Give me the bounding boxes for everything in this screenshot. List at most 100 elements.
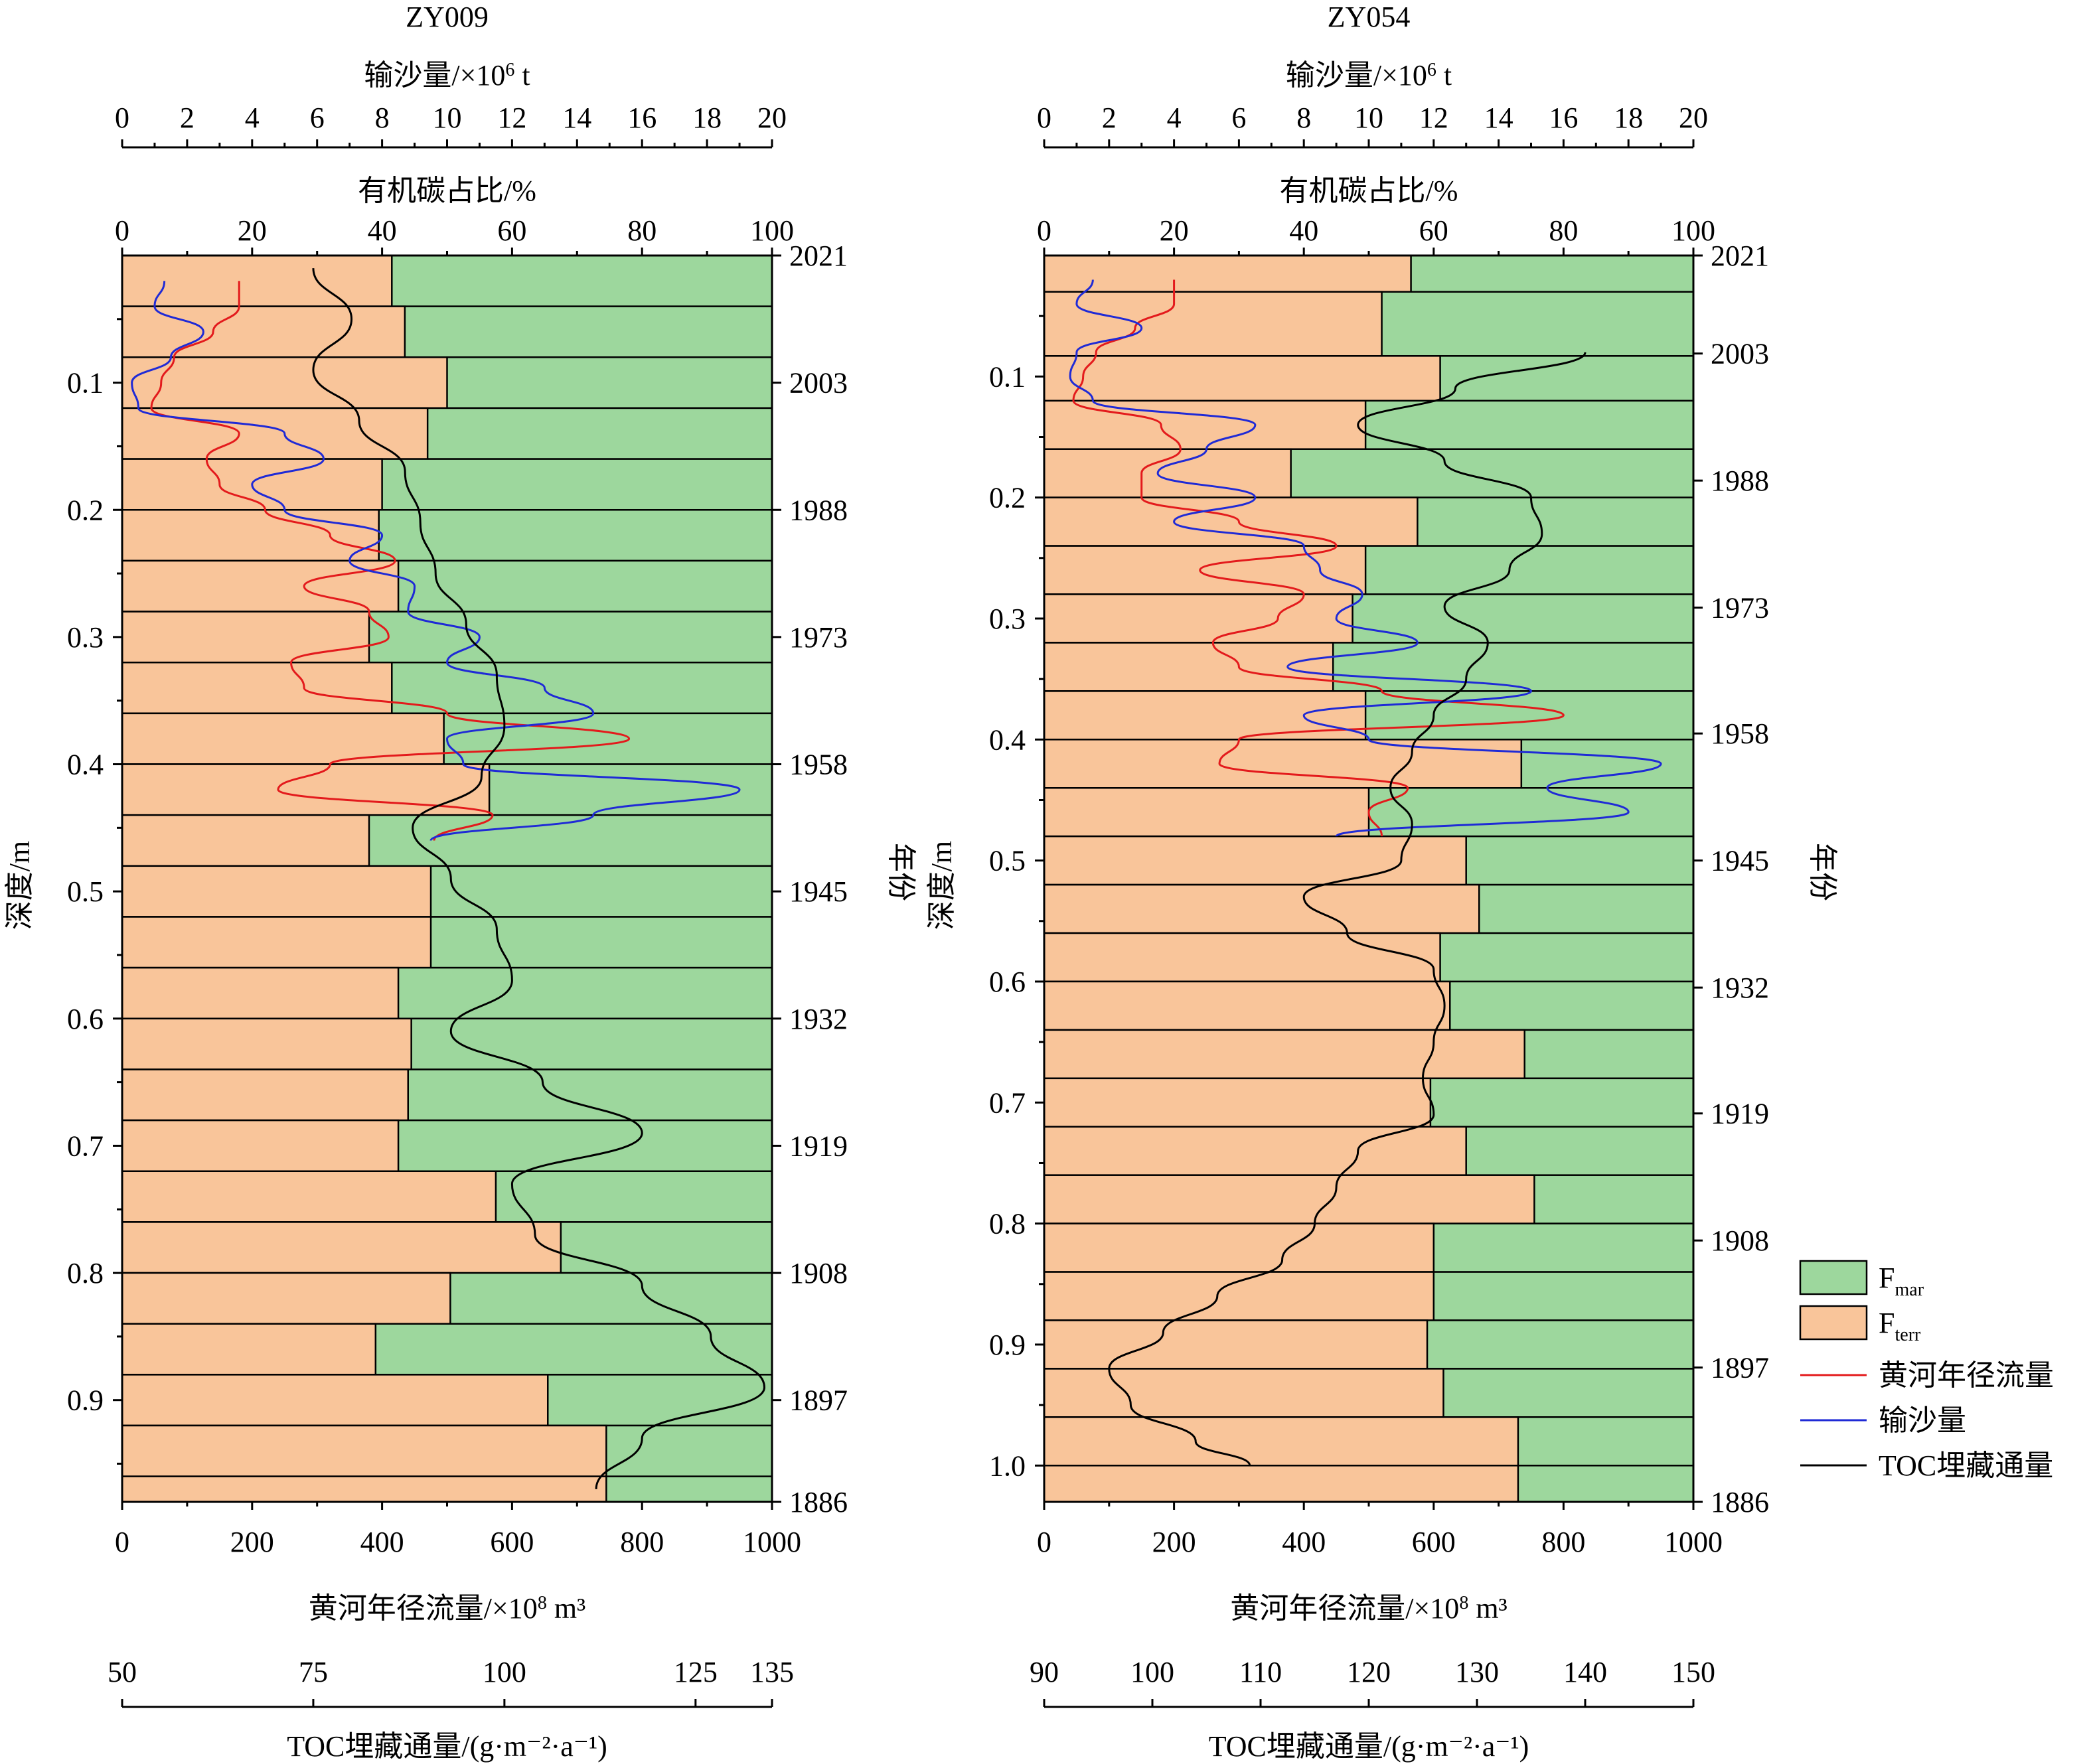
depth-tick-label: 1.0 xyxy=(989,1449,1026,1482)
toc-tick-label: 130 xyxy=(1455,1656,1499,1688)
organic-tick-label: 100 xyxy=(750,214,794,247)
runoff-line xyxy=(1072,279,1565,837)
terrestrial-bar xyxy=(1043,1271,1435,1321)
sediment-tick-label: 14 xyxy=(562,102,591,134)
organic-axis-title: 有机碳占比/% xyxy=(1280,175,1458,207)
toc-tick-label: 100 xyxy=(483,1656,526,1688)
runoff-tick-label: 800 xyxy=(1541,1526,1585,1558)
depth-axis-title: 深度/m xyxy=(3,841,36,930)
terrestrial-bar xyxy=(1043,448,1292,498)
year-tick-label: 1973 xyxy=(1711,592,1769,625)
toc-tick-label: 140 xyxy=(1563,1656,1607,1688)
organic-tick-label: 80 xyxy=(627,214,657,247)
runoff-tick-label: 600 xyxy=(1412,1526,1456,1558)
year-tick-label: 1973 xyxy=(789,621,848,654)
depth-tick-label: 0.8 xyxy=(67,1257,104,1289)
terrestrial-bar xyxy=(1043,1077,1432,1128)
year-axis-title: 年份 xyxy=(1806,843,1839,901)
terrestrial-bar xyxy=(121,712,445,765)
runoff-legend-label: 黄河年径流量 xyxy=(1879,1359,2054,1392)
year-tick-label: 1886 xyxy=(1711,1486,1769,1518)
organic-tick-label: 0 xyxy=(115,214,129,247)
sediment-line xyxy=(131,281,741,842)
sediment-tick-label: 20 xyxy=(1679,102,1708,134)
terrestrial-bar xyxy=(121,1272,451,1325)
toc-tick-label: 90 xyxy=(1030,1656,1059,1688)
sediment-tick-label: 0 xyxy=(1037,102,1051,134)
runoff-axis-title: 黄河年径流量/×108 m³ xyxy=(309,1592,585,1625)
terrestrial-legend-label: Fterr xyxy=(1879,1307,1921,1345)
sediment-legend-label: 输沙量 xyxy=(1879,1404,1966,1437)
terrestrial-bar xyxy=(1043,980,1451,1031)
runoff-axis-title: 黄河年径流量/×108 m³ xyxy=(1230,1592,1507,1625)
year-tick-label: 1897 xyxy=(1711,1352,1769,1384)
depth-tick-label: 0.2 xyxy=(989,482,1026,514)
year-tick-label: 1932 xyxy=(789,1003,848,1035)
terrestrial-bar xyxy=(121,1221,562,1274)
runoff-tick-label: 1000 xyxy=(743,1526,801,1558)
toc-tick-label: 150 xyxy=(1671,1656,1715,1688)
sediment-tick-label: 8 xyxy=(1296,102,1311,134)
terrestrial-bar xyxy=(1043,1222,1435,1273)
toc-line xyxy=(1108,352,1587,1466)
panel-zy054: ZY054 输沙量/×106 t 0 2 4 6 8 10 12 14 16 18 20 有机碳占比/% 0… xyxy=(925,1,1839,1763)
organic-tick-label: 60 xyxy=(1419,214,1448,247)
sediment-tick-label: 10 xyxy=(433,102,462,134)
terrestrial-bar xyxy=(1043,1174,1535,1224)
sediment-tick-label: 12 xyxy=(497,102,526,134)
chart-title: ZY009 xyxy=(406,1,489,33)
terrestrial-bar xyxy=(121,1170,497,1223)
organic-tick-label: 80 xyxy=(1549,214,1578,247)
year-tick-label: 1945 xyxy=(1711,845,1769,877)
sediment-line xyxy=(1069,279,1662,838)
runoff-tick-label: 400 xyxy=(1282,1526,1326,1558)
sediment-tick-label: 12 xyxy=(1419,102,1448,134)
sediment-tick-label: 10 xyxy=(1354,102,1383,134)
panel-zy009: ZY009 输沙量/×106 t 0 2 4 6 8 10 12 14 16 18 20 有机碳占比/% 0… xyxy=(3,1,917,1763)
terrestrial-bar xyxy=(1043,1416,1519,1467)
depth-tick-label: 0.4 xyxy=(67,749,104,781)
terrestrial-bar xyxy=(121,1424,607,1477)
terrestrial-bar xyxy=(121,254,393,307)
organic-tick-label: 20 xyxy=(1160,214,1189,247)
terrestrial-bar xyxy=(121,1374,549,1427)
depth-tick-label: 0.9 xyxy=(67,1384,104,1417)
year-tick-label: 1886 xyxy=(789,1486,848,1518)
terrestrial-bar xyxy=(1043,1368,1444,1418)
toc-axis-title: TOC埋藏通量/(g·m⁻²·a⁻¹) xyxy=(287,1730,607,1763)
depth-tick-label: 0.3 xyxy=(989,603,1026,635)
depth-tick-label: 0.5 xyxy=(989,845,1026,877)
sediment-tick-label: 4 xyxy=(245,102,260,134)
terrestrial-bar xyxy=(121,814,370,867)
toc-tick-label: 100 xyxy=(1130,1656,1174,1688)
organic-tick-label: 40 xyxy=(368,214,397,247)
toc-tick-label: 135 xyxy=(750,1656,794,1688)
year-tick-label: 1932 xyxy=(1711,972,1769,1004)
runoff-tick-label: 600 xyxy=(490,1526,534,1558)
year-tick-label: 2021 xyxy=(789,240,848,272)
terrestrial-bar xyxy=(121,305,406,358)
year-tick-label: 1897 xyxy=(789,1384,848,1417)
year-tick-label: 1958 xyxy=(1711,717,1769,750)
sediment-axis-title: 输沙量/×106 t xyxy=(364,59,530,92)
year-tick-label: 1988 xyxy=(789,494,848,526)
sediment-axis-title: 输沙量/×106 t xyxy=(1286,59,1452,92)
chart-title: ZY054 xyxy=(1328,1,1411,33)
terrestrial-bar xyxy=(1043,787,1370,838)
depth-tick-label: 0.7 xyxy=(67,1130,104,1162)
sediment-tick-label: 18 xyxy=(692,102,722,134)
organic-tick-label: 100 xyxy=(1671,214,1715,247)
organic-tick-label: 20 xyxy=(238,214,267,247)
year-tick-label: 2003 xyxy=(1711,338,1769,370)
terrestrial-bar xyxy=(121,1068,410,1122)
toc-tick-label: 125 xyxy=(674,1656,718,1688)
terrestrial-bar xyxy=(121,509,380,562)
runoff-tick-label: 800 xyxy=(620,1526,664,1558)
marine-legend-label: Fmar xyxy=(1879,1262,1924,1300)
terrestrial-bar xyxy=(1043,932,1441,983)
organic-axis-title: 有机碳占比/% xyxy=(358,175,536,207)
runoff-tick-label: 0 xyxy=(115,1526,129,1558)
toc-line xyxy=(312,268,765,1489)
runoff-tick-label: 400 xyxy=(360,1526,404,1558)
